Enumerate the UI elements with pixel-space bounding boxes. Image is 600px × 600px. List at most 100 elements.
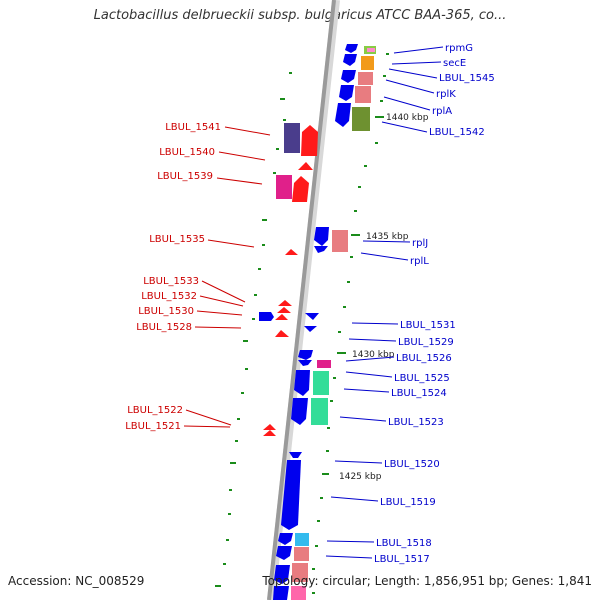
gene-lbul1539[interactable] (276, 175, 292, 199)
label-lbul1532[interactable]: LBUL_1532 (141, 291, 197, 302)
dna-backbone (267, 0, 340, 600)
gene-rpmG[interactable] (345, 44, 358, 53)
gene-secE-block[interactable] (361, 56, 374, 70)
label-lbul1526[interactable]: LBUL_1526 (396, 353, 452, 364)
gene-bottom-b-block[interactable] (291, 586, 306, 600)
label-lbul1542[interactable]: LBUL_1542 (429, 127, 485, 138)
label-lbul1518[interactable]: LBUL_1518 (376, 538, 432, 549)
connector-lbul1542 (381, 121, 428, 133)
label-rplJ[interactable]: rplJ (412, 238, 428, 249)
connector-lbul1530 (196, 310, 243, 316)
label-lbul1524[interactable]: LBUL_1524 (391, 388, 447, 399)
scale-mark (333, 377, 336, 379)
label-lbul1533[interactable]: LBUL_1533 (143, 276, 199, 287)
scale-mark (237, 418, 240, 420)
backbone-line (267, 0, 336, 600)
scale-mark (245, 368, 248, 370)
label-lbul1540[interactable]: LBUL_1540 (159, 147, 215, 158)
label-lbul1517[interactable]: LBUL_1517 (374, 554, 430, 565)
label-rpmG[interactable]: rpmG (445, 43, 473, 54)
label-lbul1530[interactable]: LBUL_1530 (138, 306, 194, 317)
gene-lbul1520-cap[interactable] (289, 452, 302, 458)
gene-rplK-block[interactable] (355, 86, 371, 103)
gene-lbul1533[interactable] (278, 300, 292, 306)
connector-lbul1517 (325, 555, 373, 559)
gene-lbul1523[interactable] (291, 398, 308, 425)
label-lbul1525[interactable]: LBUL_1525 (394, 373, 450, 384)
connector-rplJ (362, 240, 411, 243)
gene-lbul1529[interactable] (304, 326, 317, 332)
scale-mark (380, 100, 383, 102)
gene-bottom-a[interactable] (274, 565, 290, 584)
gene-lbul1518-block[interactable] (295, 533, 309, 546)
gene-lbul1523-block[interactable] (311, 398, 328, 425)
gene-rplK[interactable] (339, 85, 354, 101)
label-lbul1519[interactable]: LBUL_1519 (380, 497, 436, 508)
scale-mark (343, 306, 346, 308)
gene-lbul1535[interactable] (285, 249, 298, 255)
gene-secE[interactable] (343, 54, 357, 66)
gene-lbul1540[interactable] (298, 162, 313, 170)
gene-lbul1521[interactable] (263, 430, 276, 436)
gene-lbul1530-b[interactable] (259, 312, 274, 321)
connector-secE (391, 61, 442, 65)
scale-mark (320, 497, 323, 499)
label-lbul1523[interactable]: LBUL_1523 (388, 417, 444, 428)
gene-lbul1541[interactable] (284, 123, 300, 153)
gene-rpmG-block-2[interactable] (367, 48, 375, 52)
gene-bottom-a-block[interactable] (292, 563, 308, 582)
gene-lbul1541-b[interactable] (301, 125, 318, 156)
gene-lbul1525[interactable] (298, 360, 312, 366)
gene-lbul1517[interactable] (276, 546, 292, 560)
gene-lbul1545-block[interactable] (358, 72, 373, 85)
label-lbul1529[interactable]: LBUL_1529 (398, 337, 454, 348)
scale-mark (383, 75, 386, 77)
label-lbul1535[interactable]: LBUL_1535 (149, 234, 205, 245)
gene-rplJ-block[interactable] (332, 230, 348, 252)
gene-lbul1517-block[interactable] (294, 547, 309, 561)
connector-lbul1532 (199, 295, 244, 307)
scale-mark (229, 489, 232, 491)
gene-rplA-block[interactable] (352, 107, 370, 131)
scale-mark (338, 331, 341, 333)
connector-lbul1529 (348, 338, 397, 342)
gene-rplA[interactable] (335, 103, 351, 127)
scale-mark (386, 53, 389, 55)
label-lbul1528[interactable]: LBUL_1528 (136, 322, 192, 333)
gene-lbul1518[interactable] (278, 533, 293, 545)
gene-lbul1532[interactable] (277, 307, 291, 313)
scale-mark (262, 219, 267, 221)
gene-lbul1531[interactable] (305, 313, 319, 320)
gene-lbul1519[interactable] (281, 460, 301, 530)
label-rplK[interactable]: rplK (436, 89, 456, 100)
scale-mark (223, 563, 226, 565)
gene-lbul1522[interactable] (263, 424, 276, 430)
gene-lbul1545[interactable] (341, 70, 356, 83)
gene-lbul1524-block[interactable] (313, 371, 329, 395)
label-lbul1541[interactable]: LBUL_1541 (165, 122, 221, 133)
label-lbul1522[interactable]: LBUL_1522 (127, 405, 183, 416)
connector-lbul1540 (218, 151, 266, 161)
label-rplL[interactable]: rplL (410, 256, 429, 267)
label-rplA[interactable]: rplA (432, 106, 452, 117)
connector-rplL (360, 252, 409, 261)
gene-lbul1530[interactable] (275, 314, 288, 320)
label-lbul1521[interactable]: LBUL_1521 (125, 421, 181, 432)
label-lbul1545[interactable]: LBUL_1545 (439, 73, 495, 84)
scale-mark (289, 72, 292, 74)
connector-rplA (383, 96, 431, 111)
label-lbul1520[interactable]: LBUL_1520 (384, 459, 440, 470)
gene-lbul1526[interactable] (298, 350, 313, 360)
label-lbul1539[interactable]: LBUL_1539 (157, 171, 213, 182)
label-secE[interactable]: secE (443, 58, 466, 69)
gene-rplJ[interactable] (314, 227, 329, 246)
gene-bottom-b[interactable] (273, 586, 289, 600)
gene-lbul1526-block[interactable] (317, 360, 331, 368)
gene-rplL[interactable] (314, 246, 328, 253)
gene-lbul1539-b[interactable] (292, 176, 309, 202)
gene-lbul1528[interactable] (275, 330, 289, 337)
scale-mark (315, 545, 318, 547)
gene-lbul1524[interactable] (294, 370, 310, 396)
kbp-ticks: 1440 kbp 1435 kbp 1430 kbp 1425 kbp (322, 113, 429, 482)
label-lbul1531[interactable]: LBUL_1531 (400, 320, 456, 331)
